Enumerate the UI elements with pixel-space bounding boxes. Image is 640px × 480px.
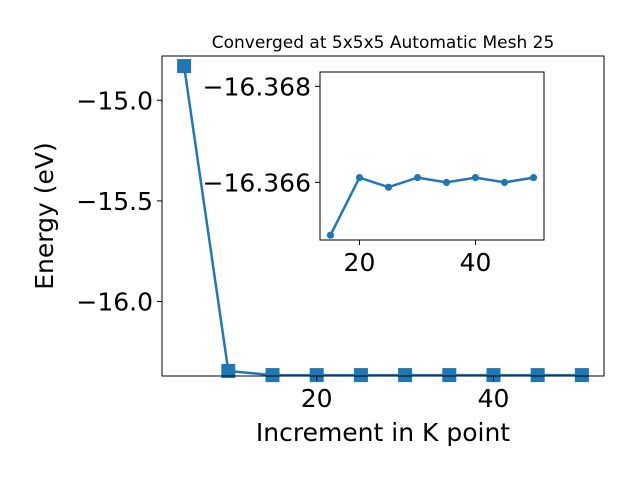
inset-x-tick-label: 20	[344, 248, 376, 277]
inset-axis-ticks: 20 40 −16.368 −16.366	[203, 72, 492, 277]
inset-data-point	[471, 174, 480, 182]
main-plot-area	[177, 59, 589, 383]
main-axis-ticks: 20 40 −15.0 −15.5 −16.0	[76, 86, 509, 413]
main-data-point	[486, 368, 501, 383]
inset-data-point	[500, 178, 509, 186]
main-data-point	[574, 368, 589, 383]
main-x-tick-label: 40	[478, 384, 510, 413]
inset-data-point	[355, 174, 364, 182]
inset-data-point	[326, 231, 335, 239]
inset-y-tick-label: −16.366	[203, 168, 311, 197]
main-data-point	[221, 363, 236, 378]
main-y-tick-label: −15.0	[76, 86, 153, 115]
chart-title: Converged at 5x5x5 Automatic Mesh 25	[212, 33, 555, 53]
main-data-point	[177, 59, 192, 74]
inset-data-point	[529, 174, 538, 182]
inset-series-line	[329, 176, 534, 236]
x-axis-label: Increment in K point	[256, 418, 510, 447]
main-data-point	[265, 368, 280, 383]
main-y-tick-label: −16.0	[76, 288, 153, 317]
main-data-point	[442, 368, 457, 383]
main-y-tick-label: −15.5	[76, 187, 153, 216]
inset-plot-area	[326, 174, 538, 239]
main-series-line	[182, 65, 582, 377]
inset-data-point	[442, 178, 451, 186]
main-data-point	[353, 368, 368, 383]
inset-y-tick-label: −16.368	[203, 72, 311, 101]
inset-x-tick-label: 40	[460, 248, 492, 277]
main-x-tick-label: 20	[301, 384, 333, 413]
y-axis-label: Energy (eV)	[30, 142, 59, 289]
main-data-point	[530, 368, 545, 383]
inset-background	[320, 72, 544, 240]
main-data-point	[309, 368, 324, 383]
main-axes-frame	[161, 55, 605, 377]
inset-axes-frame	[319, 71, 545, 241]
inset-data-point	[384, 183, 393, 191]
main-data-point	[398, 368, 413, 383]
inset-data-point	[413, 174, 422, 182]
